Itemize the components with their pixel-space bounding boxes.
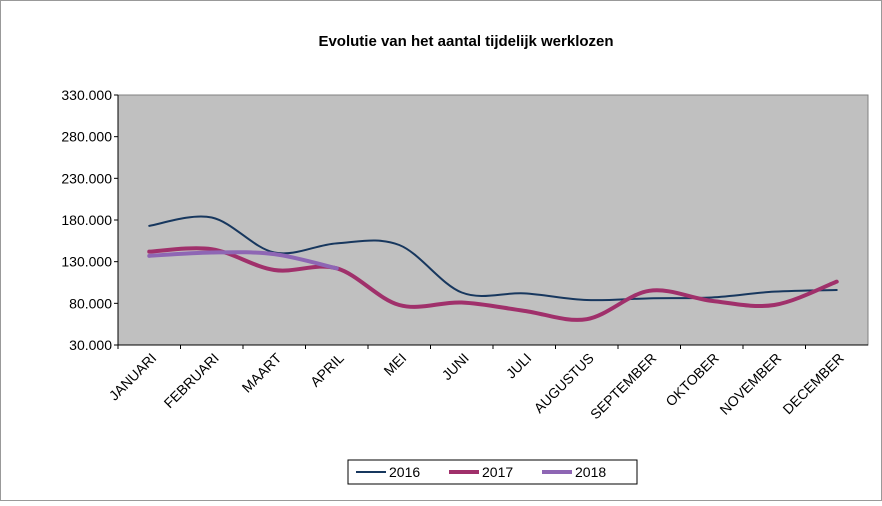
y-tick-label: 80.000 (69, 295, 112, 311)
y-tick-label: 180.000 (61, 212, 112, 228)
y-tick-label: 30.000 (69, 337, 112, 353)
series-line (147, 250, 339, 271)
y-tick-label: 130.000 (61, 254, 112, 270)
series-line (147, 246, 839, 322)
y-tick-label: 330.000 (61, 87, 112, 103)
legend-label: 2017 (482, 464, 513, 480)
y-tick-label: 230.000 (61, 170, 112, 186)
series-line (148, 215, 838, 302)
legend-label: 2016 (389, 464, 420, 480)
chart-title: Evolutie van het aantal tijdelijk werklo… (318, 33, 613, 50)
y-tick-label: 280.000 (61, 129, 112, 145)
legend-box (347, 459, 638, 485)
legend-label: 2018 (575, 464, 606, 480)
